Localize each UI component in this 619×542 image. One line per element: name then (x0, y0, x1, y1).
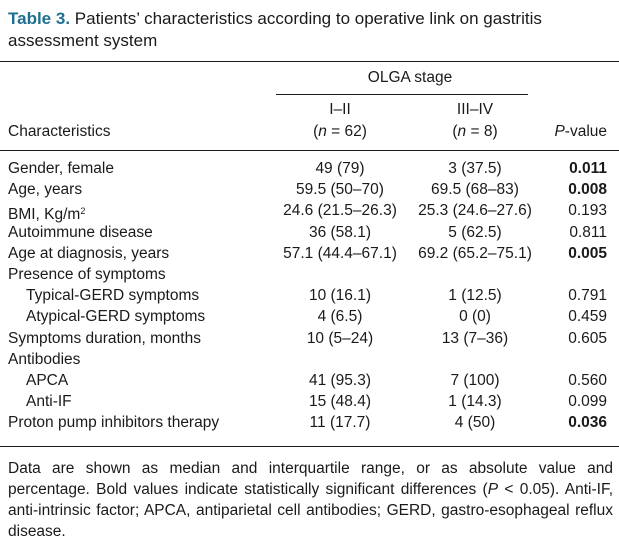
row-value-stage-1-2: 4 (6.5) (317, 308, 363, 325)
table-caption: Patients’ characteristics according to o… (8, 9, 542, 50)
pvalue-header: P-value (554, 123, 607, 140)
group-rule (276, 94, 528, 95)
row-label: Anti-IF (26, 393, 72, 410)
row-label: Autoimmune disease (8, 224, 153, 241)
row-value-stage-3-4: 13 (7–36) (441, 330, 509, 347)
row-pvalue: 0.008 (568, 181, 607, 198)
row-value-stage-3-4: 1 (14.3) (448, 393, 502, 410)
row-value-stage-1-2: 24.6 (21.5–26.3) (283, 202, 397, 219)
col2-n: (n = 8) (452, 123, 498, 140)
row-label: APCA (26, 372, 69, 389)
row-value-stage-3-4: 0 (0) (459, 308, 491, 325)
table-footnote: Data are shown as median and interquarti… (8, 460, 613, 540)
row-value-stage-3-4: 4 (50) (454, 414, 496, 431)
table-title: Table 3. Patients’ characteristics accor… (8, 8, 613, 52)
row-value-stage-1-2: 10 (16.1) (308, 287, 372, 304)
olga-stage-header: OLGA stage (367, 69, 453, 86)
row-pvalue: 0.791 (568, 287, 607, 304)
row-value-stage-3-4: 3 (37.5) (448, 160, 502, 177)
row-value-stage-1-2: 36 (58.1) (308, 224, 372, 241)
row-pvalue: 0.005 (568, 245, 607, 262)
row-value-stage-3-4: 69.2 (65.2–75.1) (418, 245, 532, 262)
row-value-stage-1-2: 49 (79) (315, 160, 365, 177)
row-value-stage-3-4: 5 (62.5) (448, 224, 502, 241)
row-value-stage-1-2: 15 (48.4) (308, 393, 372, 410)
col1-n: (n = 62) (313, 123, 367, 140)
row-label: Typical-GERD symptoms (26, 287, 200, 304)
row-value-stage-3-4: 25.3 (24.6–27.6) (418, 202, 532, 219)
row-value-stage-3-4: 7 (100) (450, 372, 500, 389)
header-rule (0, 150, 619, 151)
row-pvalue: 0.459 (568, 308, 607, 325)
col2-header: III–IV (456, 101, 494, 118)
row-label: Antibodies (8, 351, 81, 368)
row-value-stage-1-2: 57.1 (44.4–67.1) (283, 245, 397, 262)
row-label: BMI, Kg/m2 (8, 206, 86, 223)
row-label: Gender, female (8, 160, 114, 177)
row-pvalue: 0.036 (568, 414, 607, 431)
row-value-stage-1-2: 11 (17.7) (309, 414, 371, 431)
row-pvalue: 0.099 (568, 393, 607, 410)
row-pvalue: 0.011 (569, 160, 607, 177)
row-label: Atypical-GERD symptoms (26, 308, 206, 325)
row-value-stage-3-4: 69.5 (68–83) (431, 181, 519, 198)
top-rule (0, 61, 619, 62)
row-label: Presence of symptoms (8, 266, 166, 283)
col1-header: I–II (329, 101, 351, 118)
row-label: Age, years (8, 181, 83, 198)
row-pvalue: 0.560 (568, 372, 607, 389)
row-label: Symptoms duration, months (8, 330, 201, 347)
row-pvalue: 0.605 (568, 330, 607, 347)
bottom-rule (0, 446, 619, 447)
row-pvalue: 0.811 (569, 224, 607, 241)
characteristics-header: Characteristics (8, 123, 111, 140)
table-number: Table 3. (8, 9, 71, 28)
row-label: Age at diagnosis, years (8, 245, 170, 262)
row-label: Proton pump inhibitors therapy (8, 414, 220, 431)
row-value-stage-1-2: 59.5 (50–70) (296, 181, 384, 198)
row-value-stage-1-2: 41 (95.3) (308, 372, 372, 389)
row-value-stage-1-2: 10 (5–24) (306, 330, 374, 347)
row-pvalue: 0.193 (568, 202, 607, 219)
row-value-stage-3-4: 1 (12.5) (448, 287, 502, 304)
